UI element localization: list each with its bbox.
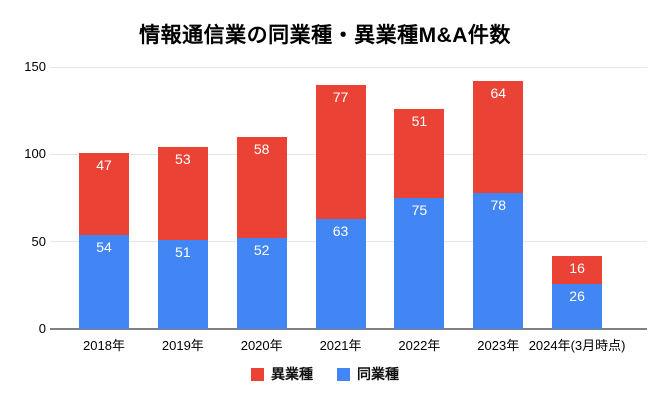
x-axis-category-label: 2023年 [477,338,520,353]
chart-title: 情報通信業の同業種・異業種M&A件数 [139,24,511,47]
y-axis-tick-label: 50 [31,233,46,249]
bar-segment-same-industry: 75 [394,198,445,329]
bar-value-label: 58 [253,141,270,157]
bar-value-label: 51 [175,244,191,260]
bar-segment-different-industry: 53 [157,147,208,240]
x-axis-category-label: 2022年 [398,338,441,353]
legend-item: 同業種 [337,366,399,382]
bar-segment-same-industry: 54 [79,235,129,329]
y-axis-tick-label: 150 [24,59,46,74]
bar-segment-same-industry: 63 [315,219,366,329]
x-axis-line [50,328,647,330]
bar-value-label: 77 [332,89,349,105]
legend-item: 異業種 [251,366,313,382]
bar-segment-different-industry: 51 [394,109,445,198]
x-axis-category-label: 2018年 [83,338,125,353]
x-axis-category-label: 2024年(3月時点) [528,338,626,353]
bar-segment-same-industry: 26 [552,284,603,329]
bar-value-label: 53 [175,151,191,167]
bar-value-label: 16 [569,260,585,276]
bar-value-label: 26 [569,288,585,304]
bar-segment-different-industry: 47 [79,153,129,235]
x-axis-category-label: 2020年 [240,338,283,353]
bar-segment-different-industry: 16 [552,256,603,284]
bar-segment-different-industry: 58 [236,137,287,238]
legend-swatch [251,367,264,381]
gridline [50,66,647,68]
x-axis-category-label: 2019年 [161,338,204,353]
bar-segment-same-industry: 78 [473,193,524,329]
bar-value-label: 64 [490,85,507,101]
bar-value-label: 51 [411,113,428,129]
x-axis-category-label: 2021年 [319,338,362,353]
legend-label: 異業種 [271,366,313,382]
bar-segment-different-industry: 77 [315,85,366,219]
bar-segment-same-industry: 52 [236,238,287,329]
bar-segment-same-industry: 51 [157,240,208,329]
bar-value-label: 52 [253,242,270,258]
bar-value-label: 54 [96,239,112,255]
bar-segment-different-industry: 64 [473,81,524,193]
y-axis-tick-label: 100 [24,146,46,162]
legend-label: 同業種 [357,366,399,382]
legend-swatch [337,367,350,381]
bar-value-label: 47 [96,157,112,173]
bar-value-label: 63 [332,223,349,239]
bar-value-label: 78 [490,197,507,213]
y-axis-tick-label: 0 [38,321,46,336]
legend: 異業種 同業種 [0,366,650,382]
bar-value-label: 75 [411,202,428,218]
